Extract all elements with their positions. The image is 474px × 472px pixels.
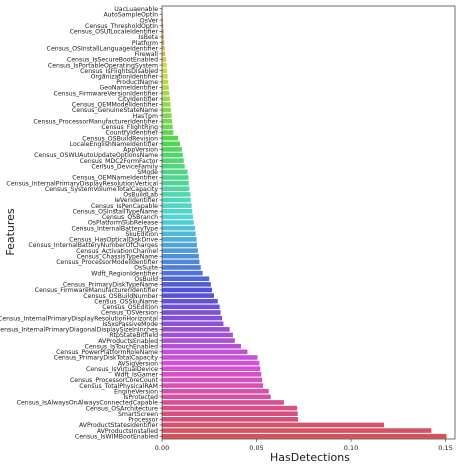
x-tick-label: 0.05 [249, 444, 263, 452]
bar-OsPlatformSubRelease [162, 220, 194, 225]
bar-Census_IsPortableOperatingSystem [162, 63, 167, 68]
bar-EngineVersion [162, 389, 269, 394]
x-tick-label: 0.00 [155, 444, 169, 452]
bar-Census_ProcessorCoreCount [162, 378, 262, 383]
bar-Census_FirmwareVersionIdentifier [162, 91, 169, 96]
bar-Wdft_IsGamer [162, 372, 261, 377]
bar-Census_OSInstallTypeName [162, 209, 192, 214]
bar-Census_OSInstallLanguageIdentifier [162, 46, 165, 51]
bar-AppVersion [162, 147, 182, 152]
bar-Processor [162, 417, 298, 422]
bar-Census_PowerPlatformRoleName [162, 350, 247, 355]
bar-CityIdentifier [162, 96, 170, 101]
bars-group [162, 7, 446, 439]
bar-Census_HasOpticalDiskDrive [162, 237, 197, 242]
bar-AVSigVersion [162, 361, 259, 366]
bar-Census_FlightRing [162, 125, 173, 130]
y-axis-label: Features [4, 208, 17, 256]
bar-Census_OSBranch [162, 215, 193, 220]
bar-Census_GenuineStateName [162, 108, 171, 113]
bar-AVProductStatesIdentifier [162, 423, 384, 428]
bar-Census_InternalBatteryType [162, 226, 195, 231]
bar-Census_InternalBatteryNumberOfCharges [162, 243, 197, 248]
bar-Census_MDC2FormFactor [162, 158, 184, 163]
bar-Census_DeviceFamily [162, 164, 185, 169]
bar-Census_IsFlightsDisabled [162, 68, 167, 73]
bar-OsBuild [162, 276, 209, 281]
bar-SkuEdition [162, 231, 196, 236]
bar-Census_FirmwareManufacturerIdentifier [162, 288, 212, 293]
bar-OrganizationIdentifier [162, 74, 168, 79]
bar-HasTpm [162, 113, 172, 118]
bar-Census_IsVirtualDevice [162, 366, 260, 371]
bar-Census_OSBuildNumber [162, 293, 214, 298]
x-tick-label: 0.15 [438, 444, 452, 452]
bar-IsSxsPassiveMode [162, 321, 223, 326]
bar-SmartScreen [162, 411, 298, 416]
bar-AVProductsEnabled [162, 338, 235, 343]
bar-RtpStateBitfield [162, 333, 233, 338]
bar-Census_IsSecureBootEnabled [162, 57, 166, 62]
bar-Census_ChassisTypeName [162, 254, 199, 259]
bar-Census_OSSkuName [162, 299, 218, 304]
bar-Wdft_RegionIdentifier [162, 271, 203, 276]
bar-Census_OEMNameIdentifier [162, 175, 188, 180]
bar-Census_IsAlwaysOnAlwaysConnectedCapable [162, 400, 284, 405]
y-tick-label: Census_IsWIMBootEnabled [75, 433, 158, 440]
bar-Census_OSBuildRevision [162, 136, 178, 141]
bar-Firewall [162, 51, 165, 56]
bar-Census_InternalPrimaryDisplayResolutionHorizontal [162, 316, 222, 321]
bar-Census_IsPenCapable [162, 203, 192, 208]
bar-OsBuildLab [162, 192, 190, 197]
bar-Census_OSEdition [162, 305, 220, 310]
x-axis-label: HasDetections [270, 451, 350, 464]
bar-Census_OSVersion [162, 310, 221, 315]
bar-Census_IsWIMBootEnabled [162, 434, 446, 439]
bar-GeoNameIdentifier [162, 85, 169, 90]
bar-Census_ActivationChannel [162, 248, 198, 253]
bar-IsProtected [162, 395, 271, 400]
bar-Census_InternalPrimaryDisplayResolutionVertical [162, 181, 189, 186]
bar-IeVerIdentifier [162, 198, 191, 203]
bar-Census_ProcessorModelIdentifier [162, 260, 199, 265]
bar-Census_OEMModelIdentifier [162, 102, 171, 107]
bar-Census_PrimaryDiskTotalCapacity [162, 355, 257, 360]
bar-Census_ProcessorManufacturerIdentifier [162, 119, 172, 124]
bar-LocaleEnglishNameIdentifier [162, 141, 180, 146]
bar-CountryIdentifier [162, 130, 173, 135]
bar-Census_OSArchitecture [162, 406, 297, 411]
bar-OsSuite [162, 265, 201, 270]
bar-AVProductsInstalled [162, 428, 431, 433]
bar-Census_InternalPrimaryDiagonalDisplaySizeInInches [162, 327, 230, 332]
bar-ProductName [162, 80, 168, 85]
bar-Census_OSWUAutoUpdateOptionsName [162, 153, 183, 158]
bar-SMode [162, 170, 188, 175]
bar-Census_IsTouchEnabled [162, 344, 241, 349]
bar-Census_TotalPhysicalRAM [162, 383, 263, 388]
y-tick-labels: UacLuaenableAutoSampleOptInOsVerCensus_T… [0, 6, 162, 440]
bar-Census_SystemVolumeTotalCapacity [162, 186, 189, 191]
bar-Census_PrimaryDiskTypeName [162, 282, 211, 287]
